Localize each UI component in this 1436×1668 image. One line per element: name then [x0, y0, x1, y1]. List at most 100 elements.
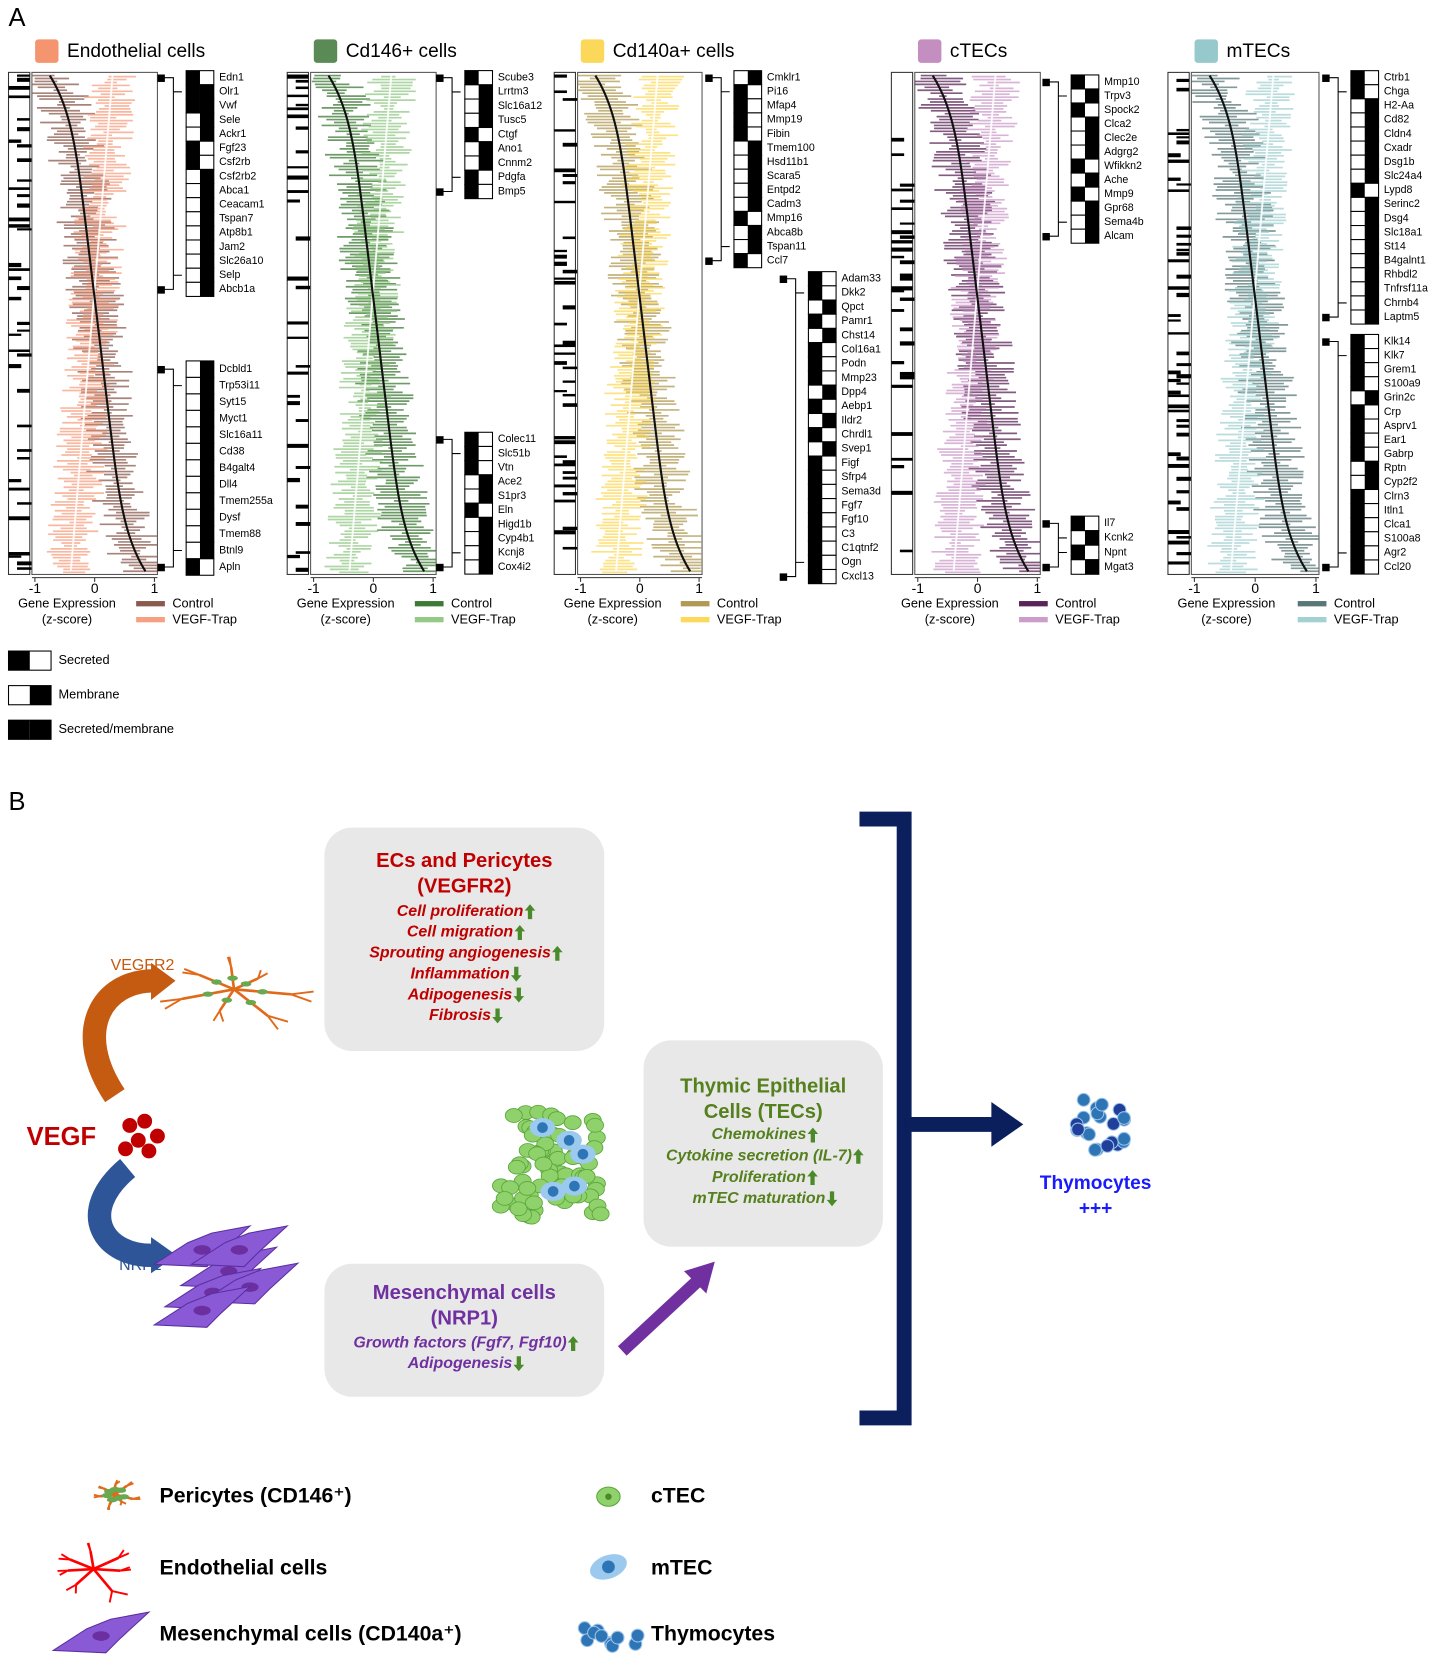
- strip-mark: [1176, 274, 1198, 279]
- vegf-label: VEGF: [27, 1123, 96, 1151]
- gene-type-box-fill: [1071, 159, 1085, 174]
- receptor-label: VEGFR2: [111, 957, 175, 974]
- box-item: Proliferation: [712, 1169, 806, 1186]
- gene-label: Dkk2: [841, 287, 865, 299]
- vegf-curve: [952, 75, 997, 572]
- gene-type-box-fill: [199, 360, 214, 378]
- vegf-dot: [141, 1143, 157, 1159]
- gene-type-box-fill: [822, 328, 837, 343]
- gene-label: Dsg4: [1384, 212, 1409, 224]
- vegf-curve: [348, 75, 393, 572]
- strip-mark: [8, 296, 22, 301]
- strip-mark: [562, 305, 576, 310]
- gene-label: B4galnt1: [1384, 255, 1426, 267]
- control-curve: [48, 75, 147, 572]
- panel-title: cTECs: [950, 41, 1007, 62]
- gene-type-box-fill: [1350, 419, 1365, 434]
- strip-mark: [554, 261, 567, 266]
- gene-label: Grem1: [1384, 364, 1417, 376]
- pericyte: [202, 991, 214, 997]
- gene-type-box-fill: [1084, 201, 1099, 216]
- strip-mark: [554, 129, 576, 132]
- gene-type-box-fill: [1364, 475, 1379, 490]
- gene-label: Cd82: [1384, 114, 1409, 126]
- gene-label: Ctgf: [498, 128, 518, 140]
- pericyte: [221, 997, 233, 1003]
- strip-mark: [1167, 390, 1181, 395]
- legend-label: mTEC: [651, 1556, 712, 1580]
- strip-mark: [891, 230, 913, 235]
- panel-title: Cd146+ cells: [346, 41, 457, 62]
- legend-label: VEGF-Trap: [451, 612, 516, 627]
- strip-mark: [1167, 132, 1190, 136]
- control-curve: [327, 75, 426, 572]
- gene-type-box-fill: [1350, 334, 1365, 349]
- vessel-branch: [257, 969, 262, 979]
- gene-type-box-fill: [1350, 376, 1365, 391]
- strip-mark: [1167, 452, 1181, 457]
- gene-label: Trp53i11: [219, 379, 260, 391]
- nucleus: [602, 1560, 615, 1574]
- gene-label: Asprv1: [1384, 420, 1417, 432]
- legend-label: VEGF-Trap: [717, 612, 782, 627]
- gene-label: Aebp1: [841, 400, 872, 412]
- strip-mark: [8, 95, 30, 99]
- box-title: ECs and Pericytes: [376, 850, 552, 872]
- gene-type-box-fill: [1071, 74, 1085, 89]
- gene-type-box-fill: [1350, 362, 1365, 377]
- gene-label: Spock2: [1104, 104, 1140, 116]
- gene-label: Cyp4b1: [498, 532, 535, 544]
- gene-type-box-fill: [1350, 70, 1365, 85]
- gene-label: Rhbdl2: [1384, 269, 1418, 281]
- gene-label: Hsd11b1: [767, 156, 809, 168]
- strip-mark: [562, 340, 576, 345]
- gene-type-box-fill: [747, 197, 762, 212]
- trend-arrow: [552, 945, 563, 961]
- strip-mark: [891, 137, 905, 142]
- box-title: Cells (TECs): [704, 1101, 823, 1123]
- vegf-dot: [122, 1118, 138, 1133]
- gene-type-box-fill: [808, 569, 823, 584]
- legend-swatch: [680, 601, 710, 607]
- vessel-branch: [98, 1485, 105, 1490]
- strip-mark: [554, 440, 576, 445]
- gene-label: Qpct: [841, 301, 863, 313]
- strip-mark: [1176, 242, 1198, 246]
- strip-mark: [1176, 432, 1190, 437]
- gene-label: Slc24a4: [1384, 170, 1422, 182]
- gene-label: Tmem100: [767, 142, 815, 154]
- gene-type-box-fill: [822, 441, 837, 457]
- expression-panel: Cd146+ cells -1 0 1 Gene Expression(z-score)…: [286, 39, 542, 627]
- x-tick-label: 0: [370, 580, 378, 596]
- gene-label: Laptm5: [1384, 311, 1420, 323]
- gene-type-box-fill: [1084, 131, 1099, 146]
- strip-mark: [17, 329, 30, 332]
- strip-mark: [899, 375, 922, 380]
- trend-arrow: [513, 987, 525, 1003]
- strip-mark: [1167, 319, 1181, 322]
- gene-label: Fibin: [767, 128, 790, 140]
- gene-type-box-fill: [1364, 169, 1379, 184]
- gene-type-box-fill: [808, 370, 823, 386]
- axis-label: (z-score): [588, 612, 638, 627]
- panel-title: mTECs: [1226, 41, 1290, 62]
- gene-label: Cyp2f2: [1384, 476, 1418, 488]
- gene-label: Cadm3: [767, 198, 801, 210]
- strip-mark: [899, 260, 922, 265]
- gene-type-box-fill: [808, 484, 823, 499]
- expression-panel: cTECs -1 0 1 Gene Expression(z-score) Control…: [890, 39, 1144, 627]
- box-item: Growth factors (Fgf7, Fgf10): [353, 1335, 566, 1352]
- thymocyte: [594, 1629, 609, 1643]
- strip-mark: [1167, 463, 1190, 468]
- strip-mark: [554, 344, 576, 348]
- strip-mark: [554, 280, 576, 285]
- gene-label: Grin2c: [1384, 392, 1416, 404]
- gene-type-box-fill: [478, 474, 493, 490]
- strip-mark: [562, 476, 584, 480]
- gene-type-box-fill: [1364, 112, 1379, 127]
- gene-type-box-fill: [1350, 489, 1365, 504]
- strip-mark: [554, 436, 576, 440]
- nucleus: [569, 1180, 580, 1192]
- nucleus: [547, 1186, 559, 1197]
- strip-mark: [1167, 370, 1181, 375]
